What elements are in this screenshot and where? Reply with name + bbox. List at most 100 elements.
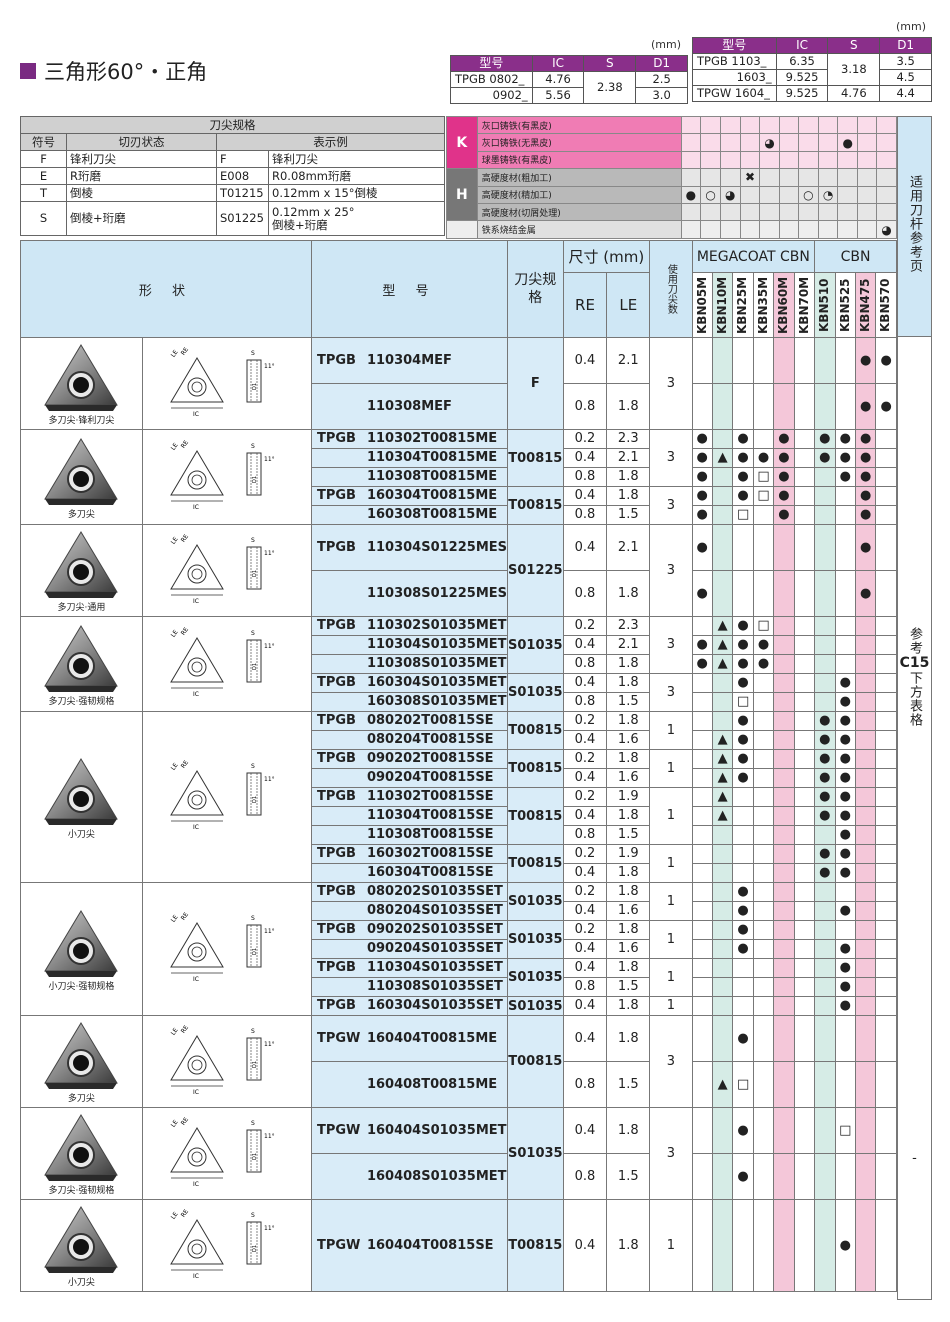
grade-mark: [814, 825, 836, 845]
grade-mark: ●: [732, 1107, 754, 1154]
le-value: 1.5: [606, 505, 651, 525]
grade-mark: [854, 806, 877, 826]
le-value: 1.5: [606, 1061, 651, 1108]
edges-value: 3: [649, 1107, 693, 1200]
grade-mark: ▲: [711, 806, 734, 826]
grade-mark: ●: [691, 448, 713, 468]
material-mark: [759, 185, 781, 204]
header-re: RE: [562, 272, 608, 338]
grade-mark: ●: [834, 1199, 857, 1292]
tip-spec-r1-state: R珩磨: [66, 167, 217, 185]
tip-spec-cell: T00815: [507, 844, 564, 883]
grade-mark: ●: [732, 711, 754, 731]
grade-mark: [854, 825, 877, 845]
grade-mark: [691, 882, 713, 902]
grade-mark: [814, 524, 836, 571]
grade-cell-1: KBN10M: [711, 272, 734, 338]
svg-text:IC: IC: [193, 691, 199, 698]
grade-mark: [752, 730, 775, 750]
re-value: 0.8: [562, 692, 608, 712]
re-value: 0.2: [562, 787, 608, 807]
edges-value: 3: [649, 673, 693, 712]
model-code: 160408T00815ME: [366, 1076, 498, 1092]
material-mark: [680, 168, 702, 187]
grade-mark: [711, 505, 734, 525]
model-code: 090202S01035SET: [366, 922, 503, 937]
grade-mark: [834, 524, 857, 571]
svg-text:11°: 11°: [264, 928, 275, 935]
re-value: 0.4: [562, 337, 608, 384]
grade-mark: [691, 692, 713, 712]
grade-cell-8: KBN475: [854, 272, 877, 338]
table-row: 080204S01035SET 0.4 1.6 ● ●: [21, 901, 897, 921]
grade-mark: [834, 1015, 857, 1062]
grade-mark: [752, 996, 775, 1016]
grade-mark: [691, 1107, 713, 1154]
tip-spec-r3-sym: S: [20, 201, 67, 236]
dims-left-r1-d1: 3.0: [635, 87, 688, 104]
side-label-middle-post: 下方表格: [907, 671, 922, 727]
tip-spec-cell: S01035: [507, 1107, 564, 1200]
tip-spec-cell: T00815: [507, 429, 564, 487]
grade-mark: [691, 920, 713, 940]
shape-diagram-cell: IC LE RE S 11° D1: [141, 616, 312, 712]
re-value: 0.4: [562, 901, 608, 921]
edges-value: 1: [649, 996, 693, 1016]
material-name: 灰口铸铁(有黑皮): [476, 115, 682, 135]
model-cell: TPGB 110304MEF: [310, 337, 509, 384]
edges-value: 3: [649, 524, 693, 617]
tip-spec-cell: F: [507, 337, 564, 430]
grade-mark: [854, 1015, 877, 1062]
tip-spec-r3-desc: 0.12mm x 25° 倒棱+珩磨: [268, 201, 445, 236]
grade-mark: □: [732, 1061, 754, 1108]
material-mark: [739, 133, 761, 152]
grade-mark: [834, 920, 857, 940]
material-row: 高硬度材(精加工) ● ○ ◕ ○ ◔: [447, 185, 897, 204]
model-cell: 110308MEF: [310, 383, 509, 430]
grade-mark: [793, 806, 816, 826]
grade-mark: [814, 616, 836, 636]
grade-cell-2: KBN25M: [732, 272, 754, 338]
material-mark: [837, 168, 859, 187]
grade-mark: [691, 939, 713, 959]
grade-mark: [711, 920, 734, 940]
grade-mark: [834, 1061, 857, 1108]
grade-mark: [814, 939, 836, 959]
grade-mark: [814, 901, 836, 921]
model-cell: 110308S01035MET: [310, 654, 509, 674]
grade-mark: [773, 882, 795, 902]
grade-mark: ●: [834, 730, 857, 750]
re-value: 0.4: [562, 1107, 608, 1154]
grade-mark: ●: [854, 486, 877, 506]
tip-spec-r3-desc-line2: 倒棱+珩磨: [272, 217, 328, 232]
model-cell: TPGB 110302S01035MET: [310, 616, 509, 636]
material-mark: [837, 202, 859, 222]
insert-dimension-diagram-icon: IC LE RE S 11° D1: [170, 1024, 275, 1096]
model-cell: TPGB 110304S01035SET: [310, 958, 509, 978]
model-code: 160404T00815SE: [366, 1237, 494, 1253]
material-mark: [759, 150, 781, 170]
grade-mark: [834, 383, 857, 430]
grade-mark: [711, 383, 734, 430]
svg-text:D1: D1: [252, 382, 258, 389]
svg-text:IC: IC: [193, 1089, 199, 1096]
grade-mark: [875, 825, 897, 845]
grade-mark: [854, 787, 877, 807]
insert-photo-icon: [44, 1206, 119, 1273]
material-mark: [837, 185, 859, 204]
grade-mark: [875, 1061, 897, 1108]
material-mark: [817, 168, 839, 187]
grade-mark: [711, 996, 734, 1016]
model-code: 110308S01035SET: [366, 979, 503, 994]
grade-mark: ●: [854, 524, 877, 571]
material-mark: [798, 220, 819, 239]
material-name: 高硬度材(精加工): [476, 185, 682, 204]
svg-text:S: S: [251, 350, 255, 357]
table-row: 110304T00815ME 0.4 2.1 ● ▲ ● ● ● ● ● ●: [21, 448, 897, 468]
grade-cell-4: KBN60M: [773, 272, 795, 338]
grade-mark: [691, 977, 713, 997]
shape-diagram-cell: IC LE RE S 11° D1: [141, 882, 312, 1016]
grade-mark: [773, 768, 795, 788]
title-marker-square-icon: [20, 63, 36, 79]
tip-spec-r2-desc: 0.12mm x 15°倒棱: [268, 184, 445, 202]
